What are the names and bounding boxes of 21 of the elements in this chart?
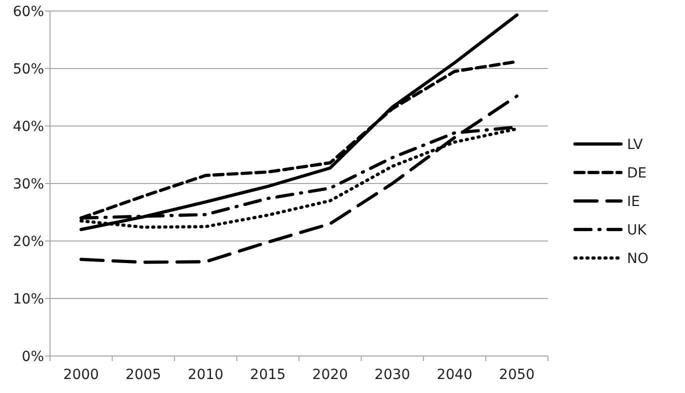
legend-label: LV: [627, 136, 644, 153]
y-tick-label: 10%: [12, 291, 44, 308]
x-tick-label: 2030: [374, 367, 410, 383]
x-tick-label: 2020: [312, 367, 348, 383]
y-tick-label: 30%: [12, 176, 44, 192]
x-tick-label: 2050: [499, 367, 535, 383]
legend-label: NO: [627, 250, 648, 267]
y-tick-label: 40%: [12, 118, 44, 135]
y-tick-label: 50%: [12, 61, 44, 78]
legend-label: DE: [627, 165, 647, 182]
y-tick-label: 0%: [22, 348, 44, 365]
x-tick-label: 2000: [63, 367, 99, 383]
y-tick-label: 60%: [12, 4, 44, 20]
line-series: [80, 13, 518, 232]
x-tick-label: 2040: [436, 367, 472, 383]
x-tick-label: 2005: [126, 367, 162, 383]
legend-label: IE: [627, 194, 640, 210]
x-tick-label: 2010: [188, 367, 224, 383]
y-tick-label: 20%: [12, 234, 44, 250]
legend-label: UK: [627, 222, 648, 238]
x-tick-label: 2015: [250, 367, 286, 383]
